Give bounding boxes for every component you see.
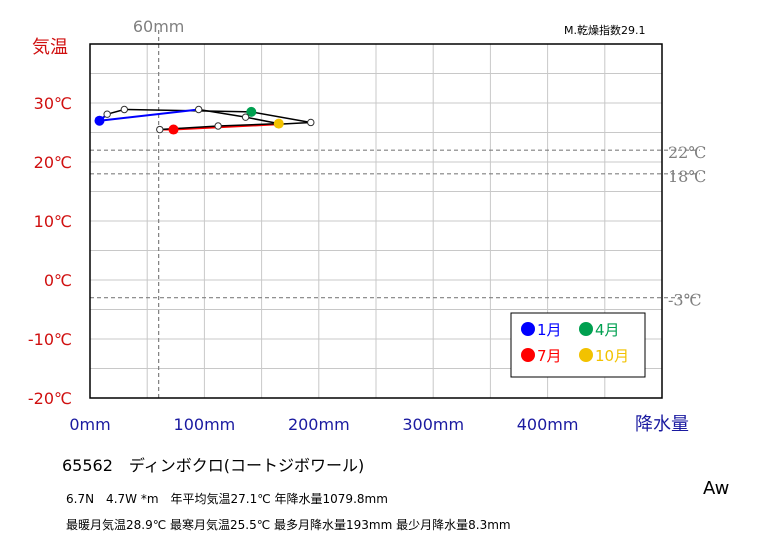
dryness-index: M.乾燥指数29.1 bbox=[564, 24, 646, 37]
path-segment bbox=[98, 108, 200, 122]
legend-marker-4 bbox=[579, 322, 593, 336]
climate-class: Aw bbox=[703, 478, 730, 499]
month-marker-10 bbox=[273, 118, 284, 129]
month-marker-1 bbox=[94, 115, 105, 126]
legend-label-10: 10月 bbox=[595, 347, 629, 365]
x-tick-label: 300mm bbox=[402, 415, 464, 434]
month-marker-7 bbox=[168, 124, 179, 135]
legend-label-4: 4月 bbox=[595, 321, 620, 339]
tick-labels: 30℃ 20℃ 10℃ 0℃ -10℃ -20℃ 0mm 100mm 200mm 300mm 400… bbox=[28, 37, 689, 435]
reference-label-18c: 18℃ bbox=[668, 167, 706, 186]
station-info-line1: 6.7N 4.7W *m 年平均気温27.1℃ 年降水量1079.8mm bbox=[66, 492, 388, 506]
legend-box bbox=[510, 312, 646, 378]
path-segment bbox=[250, 111, 312, 124]
month-point-3 bbox=[120, 105, 129, 114]
month-point-12 bbox=[194, 105, 203, 114]
legend-label-1: 1月 bbox=[537, 321, 562, 339]
chart-grid bbox=[90, 44, 662, 398]
x-tick-label: 400mm bbox=[517, 415, 579, 434]
climate-chart: 60mm 22℃ 18℃ -3℃ 30℃ 20℃ 10℃ 0℃ -10℃ -20℃ 0mm 100m… bbox=[28, 17, 706, 435]
month-point-5 bbox=[307, 118, 315, 127]
x-tick-label: 100mm bbox=[174, 415, 236, 434]
month-point-11 bbox=[241, 113, 250, 121]
x-axis-label: 降水量 bbox=[635, 414, 689, 435]
reference-label-60mm: 60mm bbox=[133, 17, 185, 36]
reference-label-22c: 22℃ bbox=[668, 143, 706, 162]
legend-label-7: 7月 bbox=[537, 347, 562, 365]
y-tick-label: 10℃ bbox=[34, 212, 72, 231]
path-segment bbox=[244, 116, 280, 125]
reference-lines: 60mm 22℃ 18℃ -3℃ bbox=[90, 17, 706, 398]
path-segment bbox=[172, 123, 279, 131]
station-info-line2: 最暖月気温28.9℃ 最寒月気温25.5℃ 最多月降水量193mm 最少月降水量… bbox=[66, 518, 511, 532]
y-tick-label: -20℃ bbox=[28, 389, 72, 408]
month-point-9 bbox=[214, 122, 222, 130]
month-point-8 bbox=[156, 125, 164, 134]
y-tick-label: 0℃ bbox=[44, 271, 72, 290]
month-point-2 bbox=[103, 110, 111, 118]
legend: 1月 4月 7月 10月 bbox=[510, 312, 646, 378]
x-tick-label: 200mm bbox=[288, 415, 350, 434]
y-tick-label: -10℃ bbox=[28, 330, 72, 349]
reference-label-minus3c: -3℃ bbox=[668, 291, 701, 310]
y-tick-label: 20℃ bbox=[34, 153, 72, 172]
station-name: 65562 ディンボクロ(コートジボワール) bbox=[62, 456, 365, 475]
legend-marker-1 bbox=[521, 322, 535, 336]
legend-marker-7 bbox=[521, 348, 535, 362]
path-segment bbox=[197, 108, 247, 118]
path-segment bbox=[217, 122, 280, 127]
y-axis-label: 気温 bbox=[32, 37, 68, 58]
y-tick-label: 30℃ bbox=[34, 94, 72, 113]
plot-frame bbox=[89, 43, 663, 399]
climate-path bbox=[94, 105, 315, 135]
x-tick-label: 0mm bbox=[69, 415, 110, 434]
legend-marker-10 bbox=[579, 348, 593, 362]
month-marker-4 bbox=[246, 106, 257, 117]
